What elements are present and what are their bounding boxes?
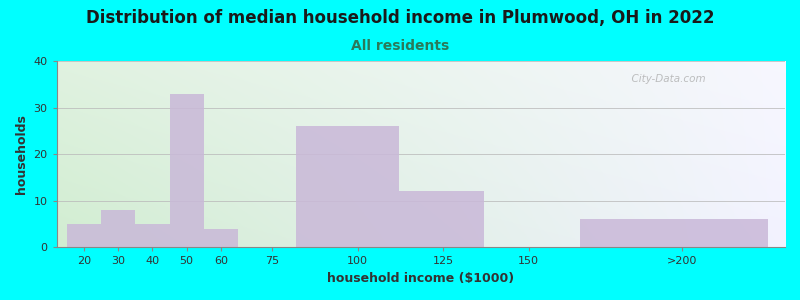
Y-axis label: households: households (15, 114, 28, 194)
Bar (170, 94, 204, 247)
Bar (204, 229, 238, 248)
Text: All residents: All residents (351, 39, 449, 53)
Bar (135, 224, 170, 247)
Bar (101, 210, 135, 248)
Bar (67, 224, 101, 247)
Bar (296, 126, 398, 248)
Text: City-Data.com: City-Data.com (625, 74, 706, 84)
Text: Distribution of median household income in Plumwood, OH in 2022: Distribution of median household income … (86, 9, 714, 27)
Bar (398, 191, 484, 248)
Bar (580, 220, 768, 248)
X-axis label: household income ($1000): household income ($1000) (327, 272, 514, 285)
